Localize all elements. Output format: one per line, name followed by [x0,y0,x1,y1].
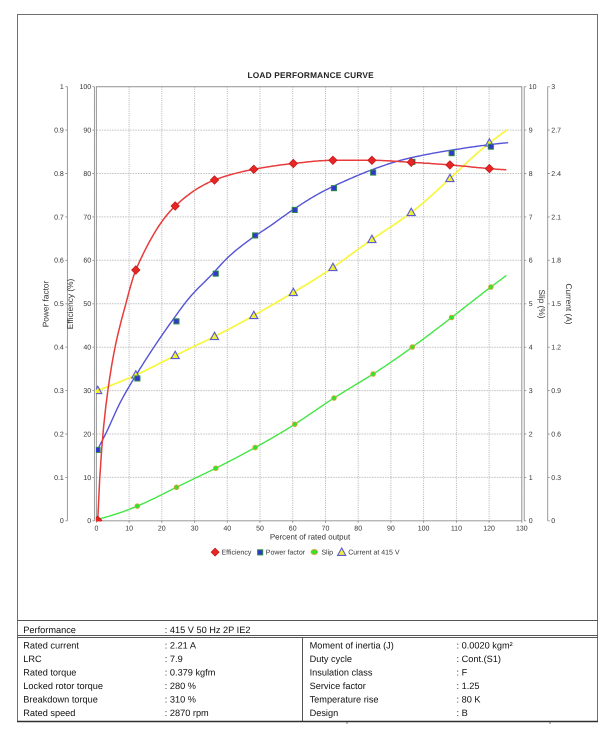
svg-text:Slip (%): Slip (%) [537,289,547,318]
svg-text:LOAD PERFORMANCE CURVE: LOAD PERFORMANCE CURVE [247,70,374,80]
svg-text:Rated speed: Rated speed [23,708,75,718]
svg-text:Breakdown torque: Breakdown torque [23,695,98,705]
svg-text:6: 6 [529,258,533,265]
svg-text:0.9: 0.9 [54,128,64,135]
svg-text:0.8: 0.8 [54,171,64,178]
svg-text:Temperature rise: Temperature rise [310,695,379,705]
svg-text:: 2870 rpm: : 2870 rpm [165,708,209,718]
svg-text:Slip: Slip [321,549,333,557]
svg-text:70: 70 [83,214,91,221]
svg-text:9: 9 [529,128,533,135]
svg-text:0: 0 [94,526,98,533]
svg-text:30: 30 [83,388,91,395]
svg-text:Design: Design [310,708,339,718]
svg-text:: 2.21 A: : 2.21 A [165,641,197,651]
svg-text:: 1.25: : 1.25 [457,681,480,691]
svg-text:90: 90 [83,128,91,135]
svg-text:3: 3 [551,84,555,91]
svg-text:10: 10 [529,84,537,91]
svg-text:1.2: 1.2 [551,345,561,352]
svg-text:: F: : F [457,668,468,678]
svg-text:90: 90 [387,526,395,533]
svg-text:4: 4 [529,345,533,352]
svg-text:Duty cycle: Duty cycle [310,654,352,664]
svg-text:Efficiency (%): Efficiency (%) [65,278,75,329]
svg-text:0.5: 0.5 [54,301,64,308]
svg-text:0.1: 0.1 [54,475,64,482]
svg-text:Percent of rated output: Percent of rated output [270,532,351,541]
svg-text:130: 130 [516,526,528,533]
svg-text:0.4: 0.4 [54,345,64,352]
svg-text:0.9: 0.9 [551,388,561,395]
svg-text:Current at 415 V: Current at 415 V [348,550,400,557]
svg-text:Rated torque: Rated torque [23,668,76,678]
svg-text:3: 3 [529,388,533,395]
svg-text:1.8: 1.8 [551,258,561,265]
svg-text:0: 0 [87,518,91,525]
svg-text:: 0.379 kgfm: : 0.379 kgfm [165,668,216,678]
svg-text:Rated current: Rated current [23,641,79,651]
svg-text:LRC: LRC [23,654,42,664]
svg-text:20: 20 [158,526,166,533]
svg-text:Moment of inertia (J): Moment of inertia (J) [310,641,394,651]
svg-text:: 80 K: : 80 K [457,695,482,705]
svg-text:40: 40 [223,526,231,533]
svg-text:7: 7 [529,214,533,221]
svg-text:0: 0 [60,518,64,525]
svg-text:60: 60 [83,258,91,265]
svg-text:: 310 %: : 310 % [165,695,196,705]
svg-text:: 7.9: : 7.9 [165,654,183,664]
svg-text:0.6: 0.6 [551,431,561,438]
svg-text:1: 1 [529,475,533,482]
svg-text:0: 0 [529,518,533,525]
svg-text:0.2: 0.2 [54,431,64,438]
svg-text:Power factor: Power factor [40,280,50,327]
svg-text:5: 5 [529,301,533,308]
svg-text:50: 50 [83,301,91,308]
svg-text:: B: : B [457,708,468,718]
svg-text:Performance: Performance [23,625,76,635]
svg-text:80: 80 [83,171,91,178]
svg-text:0.3: 0.3 [54,388,64,395]
svg-text:110: 110 [451,526,462,533]
svg-text:20: 20 [83,431,91,438]
svg-text:: 0.0020 kgm²: : 0.0020 kgm² [457,641,513,651]
svg-text:0.3: 0.3 [551,475,561,482]
svg-text:50: 50 [256,526,264,533]
svg-text:: 280 %: : 280 % [165,681,196,691]
svg-text:30: 30 [191,526,199,533]
svg-text:120: 120 [483,526,495,533]
svg-text:2.1: 2.1 [551,214,561,221]
svg-text:Insulation class: Insulation class [310,668,373,678]
svg-text:0.7: 0.7 [54,214,64,221]
svg-text:2.7: 2.7 [551,128,561,135]
svg-text:100: 100 [418,526,430,533]
svg-text:70: 70 [322,526,330,533]
svg-text:10: 10 [125,526,133,533]
svg-text:2.4: 2.4 [551,171,561,178]
svg-text:8: 8 [529,171,533,178]
svg-text:100: 100 [80,84,92,91]
svg-text:Locked rotor torque: Locked rotor torque [23,681,103,691]
svg-text:Service factor: Service factor [310,681,366,691]
svg-text:60: 60 [289,526,297,533]
svg-text:Current (A): Current (A) [564,283,574,324]
svg-text:Efficiency: Efficiency [222,549,252,557]
svg-text:80: 80 [354,526,362,533]
svg-text:10: 10 [83,475,91,482]
svg-text:0: 0 [551,518,555,525]
svg-text:2: 2 [529,431,533,438]
svg-text:: Cont.(S1): : Cont.(S1) [457,654,501,664]
svg-text:1.5: 1.5 [551,301,561,308]
svg-text:0.6: 0.6 [54,258,64,265]
svg-text:1: 1 [60,84,64,91]
svg-text:: 415 V 50 Hz 2P IE2: : 415 V 50 Hz 2P IE2 [165,625,251,635]
svg-text:40: 40 [83,345,91,352]
svg-text:Power factor: Power factor [266,549,306,557]
